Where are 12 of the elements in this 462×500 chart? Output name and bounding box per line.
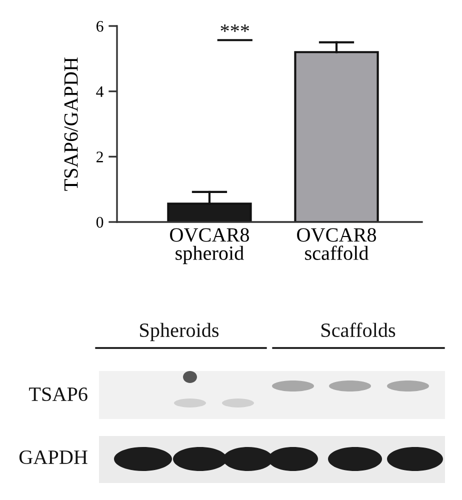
y-tick-label: 6 bbox=[96, 20, 104, 32]
y-tick-label: 4 bbox=[96, 86, 104, 97]
y-tick-label: 2 bbox=[96, 152, 103, 162]
y-axis-title: TSAP6/GAPDH bbox=[64, 57, 78, 191]
annotation: *** bbox=[220, 24, 250, 32]
text: GAPDH bbox=[19, 450, 88, 464]
text: TSAP6 bbox=[29, 388, 88, 402]
text: Spheroids bbox=[140, 322, 219, 342]
x-tick-label: OVCAR8 spheroid bbox=[170, 228, 249, 264]
y-tick-label: 0 bbox=[96, 216, 104, 228]
x-tick-label: OVCAR8 scaffold bbox=[297, 228, 376, 260]
text: Scaffolds bbox=[321, 322, 396, 338]
